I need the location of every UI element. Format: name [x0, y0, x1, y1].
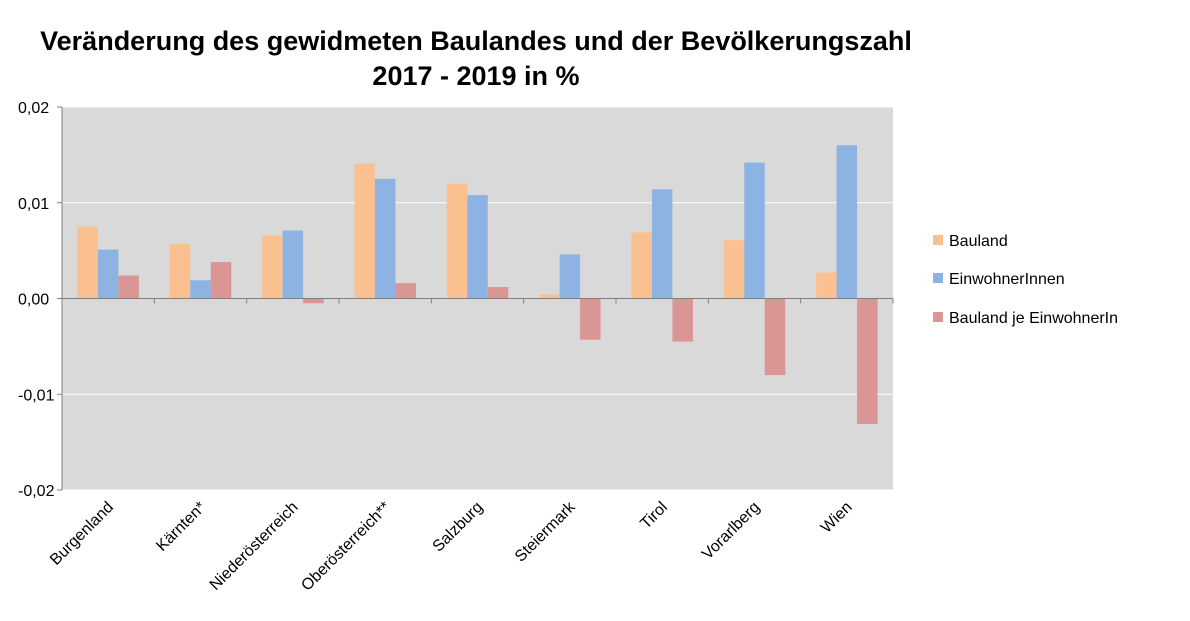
bar	[303, 298, 324, 304]
bar	[190, 280, 211, 299]
bar	[282, 230, 304, 299]
x-category-label: Steiermark	[512, 498, 579, 565]
bar	[118, 275, 139, 299]
bar	[169, 243, 191, 299]
x-category-label: Wien	[818, 499, 856, 537]
x-category-label: Oberösterreich**	[298, 499, 394, 595]
legend: Bauland EinwohnerInnen Bauland je Einwohne…	[933, 233, 1118, 327]
y-tick-label: -0,02	[18, 483, 55, 500]
legend-label: Bauland je EinwohnerIn	[949, 310, 1118, 327]
y-axis-tick-labels: 0,02 0,01 0,00 -0,01 -0,02	[18, 100, 55, 500]
y-tick-label: -0,01	[18, 387, 55, 404]
bar	[467, 195, 488, 299]
bar	[764, 298, 786, 376]
bar	[857, 298, 878, 424]
bar	[744, 162, 765, 299]
legend-swatch	[933, 235, 943, 245]
bar	[374, 178, 396, 299]
legend-label: Bauland	[949, 233, 1008, 250]
bar	[631, 232, 652, 299]
bar	[672, 298, 693, 342]
bar	[559, 254, 581, 299]
bar	[262, 235, 283, 299]
x-category-label: Kärnten*	[153, 499, 209, 555]
x-category-label: Niederösterreich	[207, 499, 302, 594]
y-tick-label: 0,00	[18, 292, 49, 309]
y-tick-label: 0,01	[18, 196, 49, 213]
x-category-label: Tirol	[637, 499, 671, 533]
bar	[446, 183, 468, 299]
bar	[395, 283, 416, 299]
chart-title-line-1: Veränderung des gewidmeten Baulandes und…	[40, 26, 912, 56]
bar	[354, 163, 375, 299]
y-tick-label: 0,02	[18, 100, 49, 117]
bar	[816, 272, 837, 299]
legend-label: EinwohnerInnen	[949, 271, 1065, 288]
legend-swatch	[933, 273, 943, 283]
bar	[487, 287, 509, 299]
bar	[77, 226, 98, 299]
bars-group	[77, 145, 878, 424]
chart-title-line-2: 2017 - 2019 in %	[372, 61, 579, 91]
legend-swatch	[933, 312, 943, 322]
bar	[580, 298, 601, 340]
x-category-label: Burgenland	[47, 499, 117, 569]
bar	[836, 145, 858, 299]
bar	[210, 262, 232, 299]
axes	[57, 106, 894, 491]
bar	[651, 189, 673, 299]
bar	[723, 240, 745, 299]
bar	[97, 249, 119, 299]
x-axis-category-labels: Burgenland Kärnten*NiederösterreichOberös…	[47, 498, 856, 594]
x-category-label: Salzburg	[430, 499, 487, 556]
x-category-label: Vorarlberg	[699, 499, 763, 563]
bar	[539, 294, 560, 299]
